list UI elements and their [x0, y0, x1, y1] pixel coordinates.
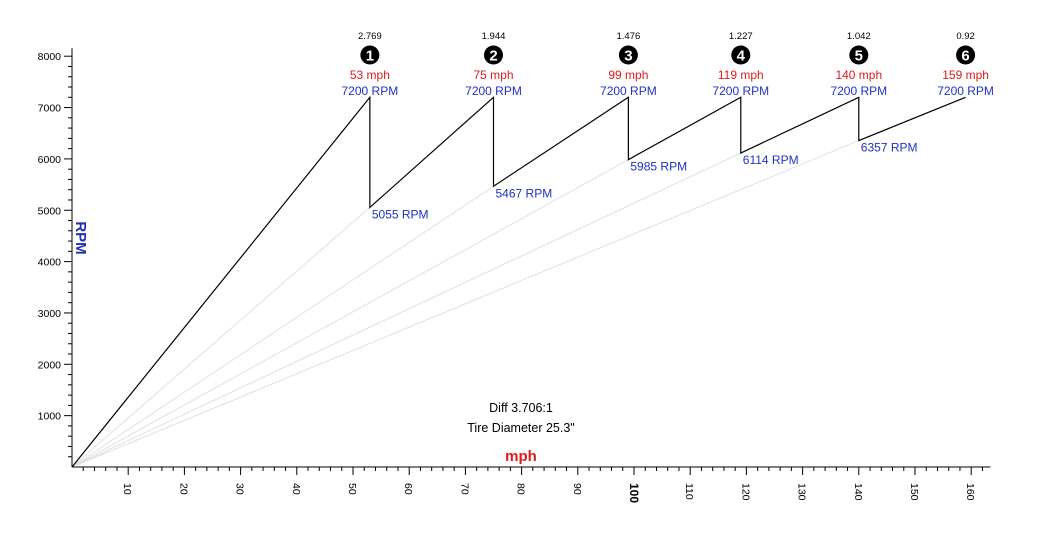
x-tick-label: 80 [515, 483, 527, 495]
y-tick-label: 1000 [38, 411, 62, 423]
shift-rpm-label: 7200 RPM [342, 84, 399, 98]
gear-ratio-label: 1.476 [616, 31, 640, 42]
y-tick-label: 6000 [38, 154, 62, 166]
gear-number: 1 [366, 48, 374, 65]
y-tick-label: 2000 [38, 359, 62, 371]
y-tick-label: 8000 [38, 51, 62, 63]
x-tick-label: 60 [402, 483, 414, 495]
x-tick-label: 140 [852, 483, 864, 501]
x-tick-label: 50 [346, 483, 358, 495]
gear-guide-line [71, 207, 371, 468]
x-tick-label: 160 [964, 483, 976, 501]
drop-rpm-label: 5055 RPM [372, 207, 429, 221]
gear-number: 6 [961, 48, 969, 65]
gear-number-badge [618, 45, 638, 65]
drop-rpm-label: 5985 RPM [630, 160, 687, 174]
gear-label-group: 0.92 6 159 mph 7200 RPM 6357 RPM [861, 31, 994, 155]
gear-labels: 2.769 1 53 mph 7200 RPM 1.944 2 75 mph 7200 RPM… [342, 31, 994, 221]
shift-mph-label: 119 mph [718, 68, 764, 82]
drop-rpm-label: 6357 RPM [861, 141, 918, 155]
rpm-sawtooth-line [71, 95, 966, 468]
gear-number-badge [360, 45, 380, 65]
drop-rpm-label: 5467 RPM [496, 186, 553, 200]
y-tick-label: 3000 [38, 308, 62, 320]
gear-number: 3 [624, 48, 632, 65]
gear-guide-line [71, 140, 859, 468]
shift-mph-label: 159 mph [942, 68, 989, 82]
rpm-sawtooth-series [71, 95, 966, 468]
shift-mph-label: 53 mph [350, 68, 390, 82]
x-tick-label: 40 [290, 483, 302, 495]
gear-number: 2 [489, 48, 497, 65]
y-tick-label: 7000 [38, 103, 62, 115]
gear-ratio-label: 1.227 [729, 31, 753, 42]
gear-label-group: 1.042 5 140 mph 7200 RPM 6114 RPM [743, 31, 887, 167]
gear-number: 5 [855, 48, 863, 65]
shift-mph-label: 99 mph [608, 68, 648, 82]
x-tick-label: 30 [234, 483, 246, 495]
y-tick-label: 4000 [38, 257, 62, 269]
gear-number-badge [956, 45, 976, 65]
x-axis-title: mph [505, 448, 537, 465]
x-tick-label: 100 [627, 483, 641, 503]
x-tick-label: 90 [571, 483, 583, 495]
gear-label-group: 1.944 2 75 mph 7200 RPM 5055 RPM [372, 31, 522, 221]
x-tick-label: 70 [458, 483, 470, 495]
gear-ratio-label: 1.042 [847, 31, 871, 42]
shift-rpm-label: 7200 RPM [712, 84, 769, 98]
gear-guide-line [71, 185, 494, 468]
gear-label-group: 1.227 4 119 mph 7200 RPM 5985 RPM [630, 31, 769, 174]
gear-label-group: 1.476 3 99 mph 7200 RPM 5467 RPM [496, 31, 657, 200]
drop-rpm-label: 6114 RPM [743, 153, 799, 167]
gear-guide-line [71, 159, 629, 468]
x-tick-label: 120 [739, 483, 751, 501]
shift-rpm-label: 7200 RPM [600, 84, 657, 98]
gear-ratio-label: 1.944 [482, 31, 506, 42]
x-tick-label: 10 [121, 483, 133, 495]
x-tick-label: 150 [908, 483, 920, 501]
x-tick-label: 20 [177, 483, 189, 495]
diff-annotation: Diff 3.706:1 [489, 401, 553, 415]
shift-rpm-label: 7200 RPM [937, 84, 994, 98]
gear-number-badge [849, 45, 869, 65]
y-tick-label: 5000 [38, 205, 62, 217]
gear-number-badge [731, 45, 751, 65]
shift-mph-label: 140 mph [835, 68, 882, 82]
gear-number-badge [484, 45, 503, 65]
axes: 1000 2000 3000 4000 5000 6000 7000 8000 10 20 30 40… [38, 48, 991, 503]
shift-rpm-label: 7200 RPM [830, 84, 887, 98]
gear-guide-lines [71, 140, 859, 468]
gear-number: 4 [737, 48, 746, 65]
x-tick-label: 110 [683, 483, 695, 500]
gear-guide-line [71, 152, 741, 468]
gear-ratio-label: 0.92 [956, 31, 975, 42]
gear-ratio-label: 2.769 [358, 31, 382, 42]
shift-mph-label: 75 mph [473, 68, 513, 82]
x-tick-label: 130 [796, 483, 808, 501]
tire-annotation: Tire Diameter 25.3" [467, 421, 574, 435]
y-axis-title: RPM [72, 221, 89, 254]
gear-label-group: 2.769 1 53 mph 7200 RPM [342, 31, 399, 98]
shift-rpm-label: 7200 RPM [465, 84, 522, 98]
